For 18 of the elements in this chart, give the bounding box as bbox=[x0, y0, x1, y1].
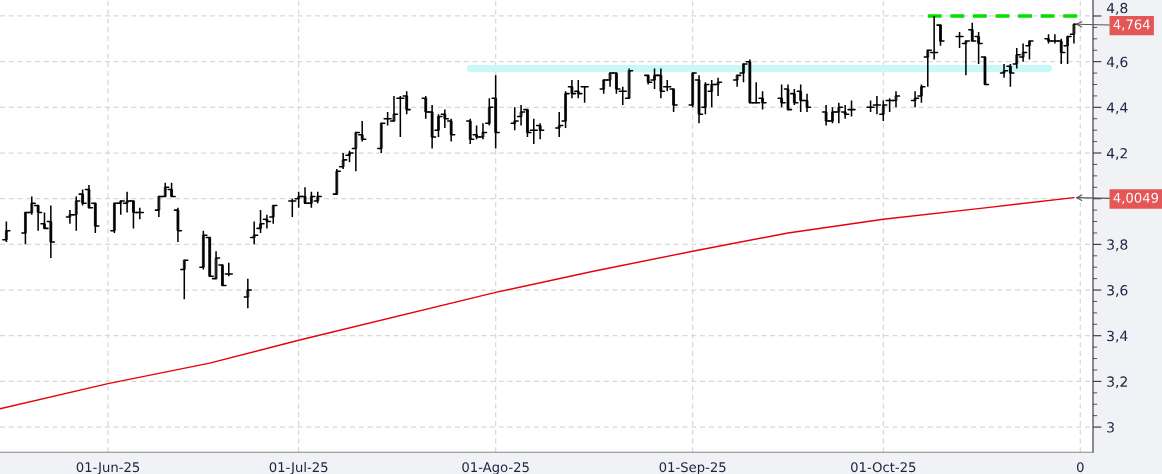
annotation: 4,0049 bbox=[1113, 192, 1159, 205]
line-series bbox=[0, 196, 1075, 410]
x-tick-label: 01-Oct-25 bbox=[851, 462, 916, 473]
y-tick-label: 4,8 bbox=[1106, 2, 1128, 15]
y-tick-label: 3,4 bbox=[1107, 330, 1128, 343]
x-tick-label: 01-Ago-25 bbox=[462, 462, 529, 474]
x-tick-label: 01-Jul-25 bbox=[269, 461, 328, 474]
y-tick-label: 3,6 bbox=[1107, 285, 1128, 297]
x-tick-label: 0 bbox=[1076, 462, 1084, 473]
y-tick-label: 3,2 bbox=[1107, 376, 1127, 389]
x-tick-label: 01-Sep-25 bbox=[659, 462, 726, 474]
x-tick-label: 01-Jun-25 bbox=[76, 462, 140, 474]
y-tick-label: 4,6 bbox=[1106, 56, 1128, 69]
y-tick-label: 4,2 bbox=[1106, 147, 1127, 160]
y-tick-label: 3 bbox=[1107, 422, 1114, 433]
y-tick-label: 3,8 bbox=[1107, 239, 1128, 252]
annotation: 4,764 bbox=[1113, 19, 1150, 31]
y-tick-label: 4,4 bbox=[1106, 102, 1128, 115]
